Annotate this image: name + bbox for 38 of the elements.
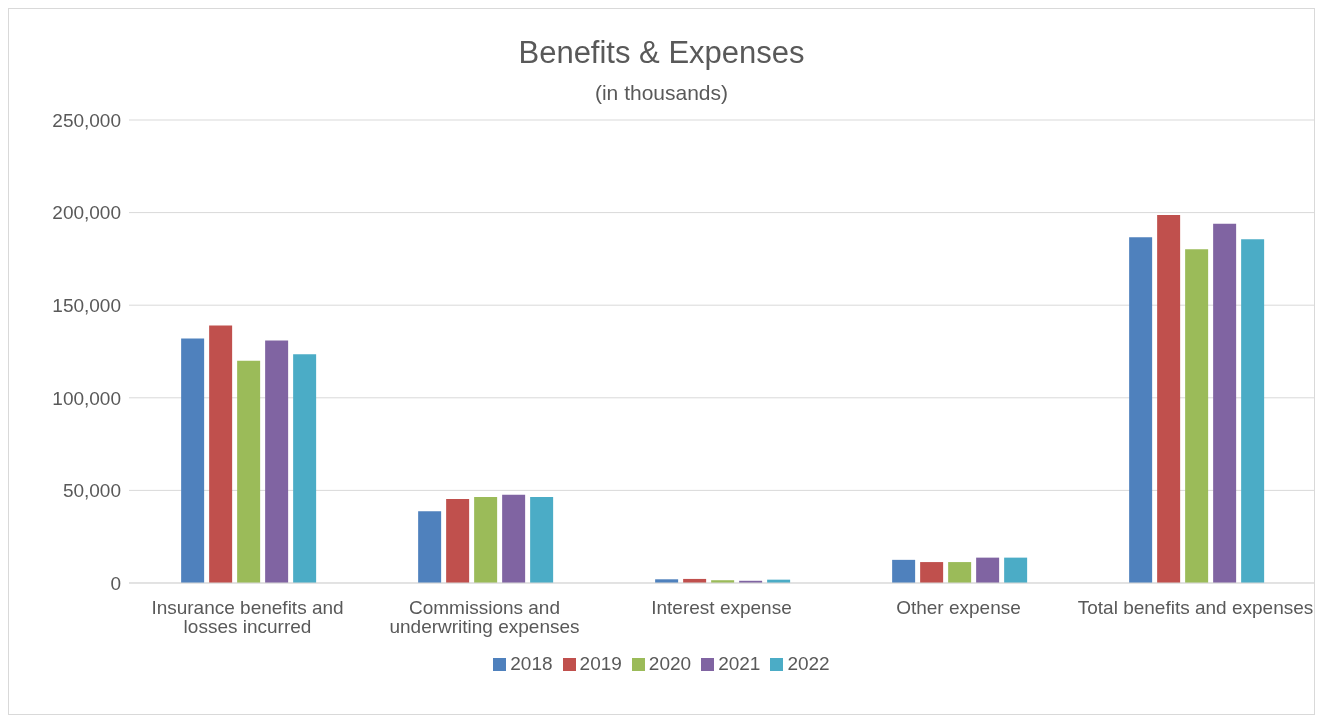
bar xyxy=(446,499,470,583)
legend-label: 2022 xyxy=(787,653,830,674)
y-tick-label: 100,000 xyxy=(52,387,121,409)
y-tick-label: 150,000 xyxy=(52,294,121,316)
legend-label: 2018 xyxy=(510,653,553,674)
bar xyxy=(265,340,289,583)
legend-label: 2019 xyxy=(579,653,622,674)
bar xyxy=(1157,215,1181,583)
y-tick-label: 0 xyxy=(110,572,121,594)
chart-title: Benefits & Expenses xyxy=(517,35,806,71)
y-tick-label: 250,000 xyxy=(52,109,121,131)
x-tick-label: Insurance benefits and losses incurred xyxy=(151,597,344,638)
bar xyxy=(1129,237,1153,583)
legend-label: 2021 xyxy=(718,653,761,674)
bar xyxy=(502,494,526,583)
x-tick-label: Other expense xyxy=(896,597,1021,619)
bar xyxy=(237,360,261,583)
x-tick-label: Interest expense xyxy=(651,597,792,619)
bar xyxy=(181,338,205,583)
bar xyxy=(1241,239,1265,583)
bar xyxy=(530,496,554,583)
bar xyxy=(976,557,1000,583)
x-tick-label: Commissions and underwriting expenses xyxy=(389,597,580,638)
legend-label: 2020 xyxy=(648,653,692,674)
bar xyxy=(920,562,944,583)
bar xyxy=(1213,223,1237,583)
bar xyxy=(892,559,916,583)
bar xyxy=(293,354,317,583)
bar xyxy=(418,511,442,583)
chart-subtitle: (in thousands) xyxy=(593,81,730,105)
bar xyxy=(209,325,233,583)
bar xyxy=(1185,249,1209,583)
bar xyxy=(1004,557,1028,583)
y-tick-label: 200,000 xyxy=(52,202,121,224)
y-tick-label: 50,000 xyxy=(62,480,121,502)
bar xyxy=(948,562,972,583)
x-tick-label: Total benefits and expenses xyxy=(1077,597,1314,619)
bar xyxy=(474,496,498,583)
